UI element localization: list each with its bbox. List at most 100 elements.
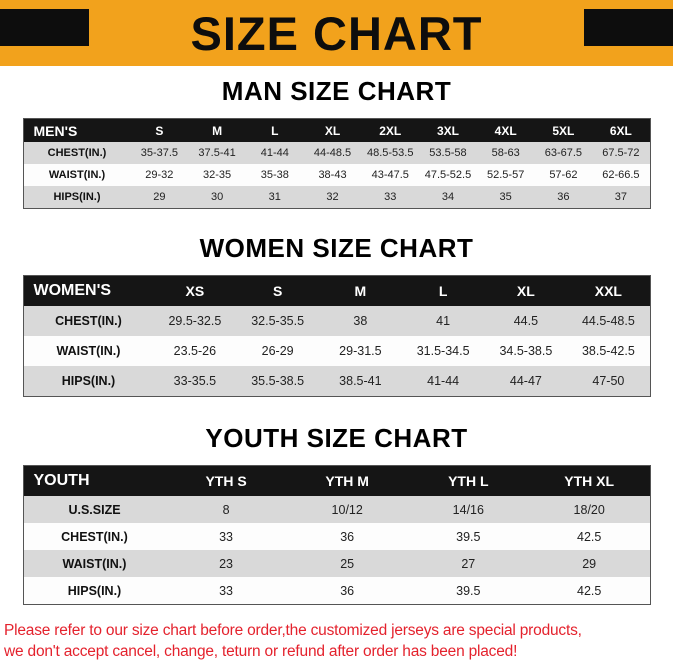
measurement-value: 58-63 — [476, 142, 535, 164]
measurement-row: CHEST(IN.) 33 36 39.5 42.5 — [23, 523, 650, 550]
size-column-header: M — [188, 118, 246, 142]
measurement-row: CHEST(IN.) 29.5-32.5 32.5-35.5 38 41 44.5 44.5… — [23, 306, 650, 336]
measurement-value: 32.5-35.5 — [236, 306, 319, 336]
measurement-value: 33-35.5 — [153, 366, 237, 397]
measurement-value: 38-43 — [303, 164, 362, 186]
measurement-value: 57-62 — [534, 164, 593, 186]
women-size-table: WOMEN'S XS S M L XL XXL CHEST(IN.) 29.5-32.5 32.… — [22, 275, 651, 397]
measurement-label: CHEST(IN.) — [23, 523, 166, 550]
measurement-label: WAIST(IN.) — [23, 164, 131, 186]
footer-line-1: Please refer to our size chart before or… — [4, 622, 582, 639]
size-column-header: XXL — [567, 275, 650, 306]
measurement-value: 32-35 — [188, 164, 246, 186]
measurement-row: WAIST(IN.) 29-32 32-35 35-38 38-43 43-47.5 47.… — [23, 164, 650, 186]
measurement-value: 36 — [286, 577, 408, 605]
size-column-header: L — [401, 275, 485, 306]
size-column-header: S — [130, 118, 189, 142]
measurement-value: 38.5-42.5 — [567, 336, 650, 366]
measurement-value: 33 — [165, 523, 287, 550]
title-banner: SIZE CHART — [0, 0, 673, 66]
size-column-header: 5XL — [534, 118, 593, 142]
man-section-heading: MAN SIZE CHART — [221, 76, 452, 106]
measurement-label: HIPS(IN.) — [23, 366, 154, 397]
measurement-value: 32 — [303, 186, 362, 209]
size-column-header: XL — [303, 118, 362, 142]
measurement-row: CHEST(IN.) 35-37.5 37.5-41 41-44 44-48.5 48.5… — [23, 142, 650, 164]
measurement-label: HIPS(IN.) — [23, 186, 131, 209]
table-header-row: MEN'S S M L XL 2XL 3XL 4XL 5XL 6XL — [23, 118, 650, 142]
table-title-cell: WOMEN'S — [23, 275, 154, 306]
size-column-header: S — [236, 275, 319, 306]
measurement-value: 30 — [188, 186, 246, 209]
measurement-value: 38 — [319, 306, 402, 336]
measurement-value: 36 — [534, 186, 593, 209]
size-column-header: YTH XL — [528, 465, 650, 496]
size-column-header: YTH S — [165, 465, 287, 496]
measurement-value: 35-37.5 — [130, 142, 189, 164]
measurement-value: 29 — [528, 550, 650, 577]
measurement-value: 34.5-38.5 — [484, 336, 568, 366]
measurement-value: 14/16 — [407, 496, 529, 523]
measurement-value: 63-67.5 — [534, 142, 593, 164]
man-size-table: MEN'S S M L XL 2XL 3XL 4XL 5XL 6XL CHEST(IN.) 35-3… — [22, 118, 651, 209]
corner-bar-left — [0, 9, 89, 46]
measurement-value: 10/12 — [286, 496, 408, 523]
youth-section-heading: YOUTH SIZE CHART — [205, 423, 468, 453]
measurement-value: 39.5 — [407, 523, 529, 550]
measurement-value: 42.5 — [528, 577, 650, 605]
measurement-value: 33 — [165, 577, 287, 605]
measurement-row: HIPS(IN.) 33 36 39.5 42.5 — [23, 577, 650, 605]
measurement-value: 33 — [361, 186, 420, 209]
size-column-header: 2XL — [361, 118, 420, 142]
measurement-value: 39.5 — [407, 577, 529, 605]
measurement-value: 44-47 — [484, 366, 568, 397]
size-column-header: 4XL — [476, 118, 535, 142]
measurement-label: WAIST(IN.) — [23, 550, 166, 577]
size-column-header: L — [245, 118, 304, 142]
measurement-value: 52.5-57 — [476, 164, 535, 186]
measurement-label: CHEST(IN.) — [23, 142, 131, 164]
measurement-label: U.S.SIZE — [23, 496, 166, 523]
page-title: SIZE CHART — [190, 6, 483, 60]
measurement-value: 41-44 — [245, 142, 304, 164]
measurement-value: 35-38 — [245, 164, 304, 186]
measurement-label: WAIST(IN.) — [23, 336, 154, 366]
women-size-chart-section: WOMEN SIZE CHART WOMEN'S XS S M L XL XXL CHEST… — [0, 233, 673, 397]
table-header-row: YOUTH YTH S YTH M YTH L YTH XL — [23, 465, 650, 496]
measurement-value: 18/20 — [528, 496, 650, 523]
size-column-header: YTH M — [286, 465, 408, 496]
measurement-value: 47.5-52.5 — [419, 164, 477, 186]
measurement-label: HIPS(IN.) — [23, 577, 166, 605]
size-column-header: 6XL — [592, 118, 650, 142]
size-column-header: 3XL — [419, 118, 477, 142]
size-column-header: XS — [153, 275, 237, 306]
measurement-row: HIPS(IN.) 33-35.5 35.5-38.5 38.5-41 41-44 44-… — [23, 366, 650, 397]
measurement-value: 42.5 — [528, 523, 650, 550]
size-column-header: YTH L — [407, 465, 529, 496]
measurement-value: 44-48.5 — [303, 142, 362, 164]
measurement-value: 41 — [401, 306, 485, 336]
measurement-value: 26-29 — [236, 336, 319, 366]
measurement-value: 29-32 — [130, 164, 189, 186]
measurement-row: HIPS(IN.) 29 30 31 32 33 34 35 36 37 — [23, 186, 650, 209]
measurement-value: 31.5-34.5 — [401, 336, 485, 366]
measurement-value: 38.5-41 — [319, 366, 402, 397]
table-header-row: WOMEN'S XS S M L XL XXL — [23, 275, 650, 306]
measurement-label: CHEST(IN.) — [23, 306, 154, 336]
footer-line-2: we don't accept cancel, change, teturn o… — [4, 643, 518, 660]
measurement-row: WAIST(IN.) 23 25 27 29 — [23, 550, 650, 577]
measurement-value: 36 — [286, 523, 408, 550]
measurement-value: 34 — [419, 186, 477, 209]
women-section-heading: WOMEN SIZE CHART — [199, 233, 474, 263]
measurement-value: 47-50 — [567, 366, 650, 397]
measurement-value: 8 — [165, 496, 287, 523]
measurement-value: 29.5-32.5 — [153, 306, 237, 336]
table-title-cell: YOUTH — [23, 465, 166, 496]
measurement-value: 67.5-72 — [592, 142, 650, 164]
measurement-value: 35 — [476, 186, 535, 209]
measurement-value: 62-66.5 — [592, 164, 650, 186]
footer-note: Please refer to our size chart before or… — [4, 620, 671, 662]
measurement-value: 37 — [592, 186, 650, 209]
measurement-value: 44.5 — [484, 306, 568, 336]
measurement-value: 27 — [407, 550, 529, 577]
